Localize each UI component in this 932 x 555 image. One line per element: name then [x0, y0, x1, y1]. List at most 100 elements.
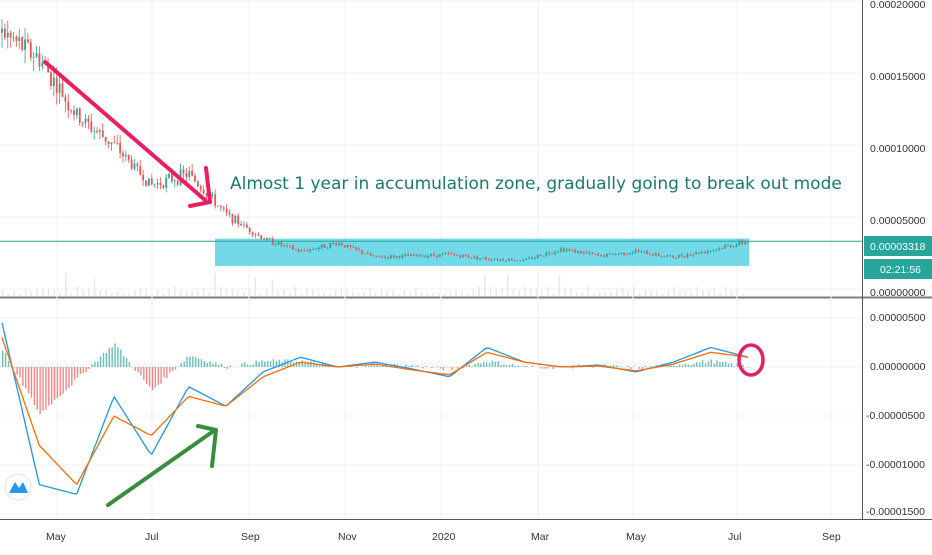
candle-body: [675, 258, 677, 259]
histogram-bar: [22, 367, 23, 386]
candle-body: [154, 184, 156, 185]
candle-body: [724, 246, 726, 249]
volume-bar: [203, 288, 205, 296]
accumulation-zone[interactable]: [215, 239, 749, 266]
candle-body: [393, 255, 395, 257]
candle-body: [73, 111, 75, 115]
volume-bar: [191, 290, 193, 296]
volume-bar: [645, 290, 647, 296]
candle-body: [396, 256, 398, 257]
candle-body: [243, 225, 245, 226]
price-tick-label: 0.00005000: [870, 215, 926, 227]
histogram-bar: [541, 367, 542, 369]
last-price-value: 0.00003318: [870, 241, 926, 253]
volume-bar: [151, 293, 153, 296]
volume-bar: [639, 293, 641, 296]
histogram-bar: [68, 367, 69, 388]
histogram-bar: [97, 361, 98, 367]
candle-body: [200, 186, 202, 189]
volume-bar: [163, 294, 165, 296]
volume-bar: [226, 288, 228, 296]
candle-body: [7, 33, 9, 38]
histogram-bar: [106, 353, 107, 367]
histogram-bar: [708, 361, 709, 367]
volume-bar: [507, 276, 509, 296]
candle-body: [456, 255, 458, 256]
candle-body: [626, 254, 628, 255]
candle-body: [520, 261, 522, 262]
candle-body: [220, 206, 222, 208]
candle-body: [304, 250, 306, 251]
histogram-bar: [630, 367, 631, 369]
volume-bar: [329, 293, 331, 296]
volume-bar: [312, 289, 314, 296]
histogram-bar: [140, 367, 141, 375]
histogram-bar: [526, 366, 527, 367]
volume-bar: [157, 290, 159, 296]
histogram-bar: [639, 367, 640, 369]
histogram-bar: [679, 365, 680, 367]
candle-body: [119, 143, 121, 153]
candle-body: [390, 255, 392, 258]
candle-body: [255, 234, 257, 235]
histogram-bar: [19, 367, 20, 377]
indicator-tick-label: 0.00000500: [870, 312, 926, 324]
candle-body: [632, 253, 634, 254]
annotation-text[interactable]: Almost 1 year in accumulation zone, grad…: [230, 174, 842, 194]
volume-bar: [501, 288, 503, 296]
volume-bar: [576, 292, 578, 296]
histogram-bar: [711, 359, 712, 367]
candle-body: [430, 254, 432, 256]
candle-body: [39, 53, 41, 66]
candle-body: [347, 245, 349, 247]
candle-body: [64, 97, 66, 102]
candle-body: [531, 258, 533, 259]
histogram-bar: [261, 360, 262, 367]
candle-body: [678, 255, 680, 258]
time-axis[interactable]: May Jul Sep Nov 2020 Mar May Jul Sep: [46, 531, 841, 543]
candle-body: [203, 189, 205, 193]
candle-body: [145, 180, 147, 185]
candle-body: [370, 253, 372, 255]
histogram-bar: [699, 363, 700, 367]
candle-body: [249, 228, 251, 232]
last-price-tag: 0.00003318 02:21:56: [864, 236, 932, 279]
volume-bar: [398, 294, 400, 296]
volume-bar: [8, 293, 10, 296]
indicator-axis[interactable]: 0.00000500 0.00000000 -0.00000500 -0.000…: [866, 312, 926, 518]
volume-bar: [547, 287, 549, 296]
histogram-bar: [437, 366, 438, 367]
candle-body: [459, 255, 461, 257]
volume-bar: [679, 291, 681, 296]
volume-bar: [300, 294, 302, 296]
candle-body: [96, 131, 98, 132]
candle-body: [283, 245, 285, 246]
time-label: Jul: [145, 531, 158, 543]
histogram-bar: [100, 357, 101, 367]
candle-body: [93, 131, 95, 132]
candle-body: [485, 257, 487, 259]
histogram-bar: [273, 359, 274, 367]
histogram-bar: [60, 367, 61, 396]
candle-body: [551, 253, 553, 254]
histogram-bar: [51, 367, 52, 405]
volume-bar: [260, 294, 262, 296]
indicator-pane-bg[interactable]: [0, 299, 862, 513]
histogram-bar: [734, 366, 735, 367]
histogram-bar: [287, 359, 288, 367]
tradingview-logo-icon[interactable]: [5, 474, 31, 500]
candle-body: [33, 57, 35, 58]
histogram-bar: [255, 361, 256, 367]
volume-bar: [94, 279, 96, 296]
histogram-bar: [123, 356, 124, 367]
volume-bar: [461, 290, 463, 296]
volume-bar: [438, 293, 440, 296]
candle-body: [295, 249, 297, 250]
candle-body: [162, 185, 164, 187]
candle-body: [378, 256, 380, 257]
volume-bar: [272, 279, 274, 296]
histogram-bar: [302, 361, 303, 367]
volume-bar: [593, 294, 595, 296]
histogram-bar: [111, 347, 112, 367]
candle-body: [384, 257, 386, 258]
